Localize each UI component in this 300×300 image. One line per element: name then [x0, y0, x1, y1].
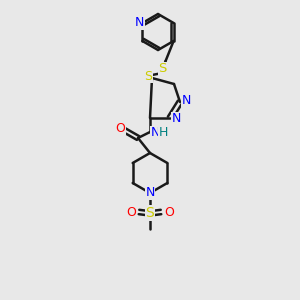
Text: O: O: [164, 206, 174, 218]
Text: S: S: [144, 70, 152, 83]
Text: N: N: [181, 94, 191, 107]
Text: S: S: [146, 206, 154, 220]
Text: N: N: [171, 112, 181, 125]
Text: N: N: [135, 16, 144, 29]
Text: N: N: [145, 187, 155, 200]
Text: O: O: [126, 206, 136, 218]
Text: O: O: [115, 122, 125, 134]
Text: H: H: [158, 127, 168, 140]
Text: S: S: [158, 62, 167, 76]
Text: N: N: [150, 127, 160, 140]
